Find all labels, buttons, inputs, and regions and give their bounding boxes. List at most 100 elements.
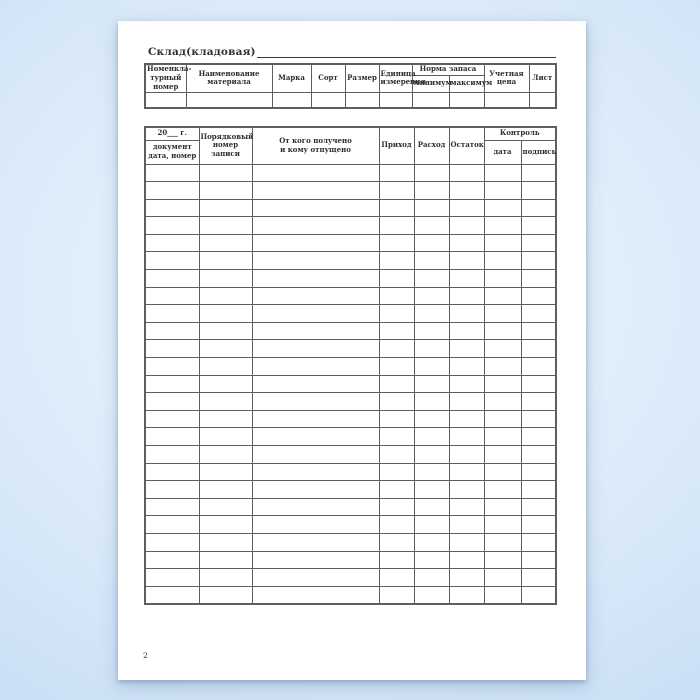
empty-form-cell (520, 497, 557, 517)
empty-form-cell (448, 304, 485, 323)
empty-form-cell (483, 392, 522, 411)
empty-form-cell (448, 339, 485, 359)
empty-form-cell (413, 304, 450, 323)
empty-form-cell (198, 321, 253, 341)
empty-form-cell (198, 515, 253, 534)
empty-form-cell (483, 409, 522, 429)
empty-form-cell (144, 286, 200, 306)
empty-form-row (144, 550, 557, 570)
header-counterparty: От кого получено и кому отпущено (251, 126, 380, 165)
empty-form-cell (520, 568, 557, 587)
empty-form-cell (483, 568, 522, 587)
empty-form-cell (251, 321, 380, 341)
empty-form-cell (413, 321, 450, 341)
empty-form-cell (448, 233, 485, 253)
empty-form-cell (251, 357, 380, 376)
empty-form-cell (144, 550, 200, 570)
empty-form-cell (251, 409, 380, 429)
empty-form-cell (448, 497, 485, 517)
empty-form-cell (378, 269, 415, 288)
empty-form-cell (483, 532, 522, 552)
empty-form-cell (520, 515, 557, 534)
form-title: Склад(кладовая) (148, 46, 256, 59)
empty-form-cell (251, 568, 380, 587)
empty-form-cell (520, 409, 557, 429)
empty-form-row (144, 198, 557, 218)
header-minimum: минимум (411, 74, 452, 93)
empty-form-cell (198, 374, 253, 394)
empty-form-row (144, 269, 557, 288)
empty-form-cell (378, 216, 415, 235)
empty-form-row (144, 357, 557, 376)
empty-form-cell (413, 181, 450, 200)
empty-form-row (144, 286, 557, 306)
empty-form-cell (448, 585, 485, 605)
empty-form-cell (520, 216, 557, 235)
empty-form-cell (251, 497, 380, 517)
empty-form-cell (413, 585, 450, 605)
empty-form-cell (413, 427, 450, 446)
title-fill-in-line (256, 57, 556, 58)
empty-form-cell (378, 480, 415, 499)
empty-form-cell (483, 427, 522, 446)
empty-form-row (144, 585, 557, 605)
empty-form-cell (411, 91, 450, 109)
empty-form-row (144, 374, 557, 394)
empty-form-cell (378, 286, 415, 306)
empty-form-cell (144, 181, 200, 200)
empty-form-cell (378, 91, 413, 109)
empty-form-cell (483, 585, 522, 605)
empty-form-cell (144, 91, 187, 109)
empty-form-cell (520, 198, 557, 218)
empty-form-row (144, 392, 557, 411)
empty-form-cell (144, 427, 200, 446)
empty-form-cell (413, 462, 450, 482)
empty-form-cell (198, 181, 253, 200)
empty-form-cell (378, 497, 415, 517)
empty-form-cell (483, 304, 522, 323)
empty-form-cell (198, 497, 253, 517)
empty-form-cell (271, 91, 312, 109)
empty-form-row (144, 251, 557, 271)
empty-form-cell (413, 286, 450, 306)
empty-form-cell (448, 374, 485, 394)
empty-form-cell (144, 321, 200, 341)
empty-form-cell (144, 445, 200, 464)
empty-form-cell (198, 462, 253, 482)
empty-form-cell (144, 233, 200, 253)
empty-form-row (144, 216, 557, 235)
empty-form-cell (448, 427, 485, 446)
empty-form-cell (448, 550, 485, 570)
empty-form-cell (378, 163, 415, 183)
empty-form-cell (520, 286, 557, 306)
empty-form-cell (378, 198, 415, 218)
empty-form-cell (483, 216, 522, 235)
empty-form-cell (251, 269, 380, 288)
header-accounting-price: Учетная цена (483, 63, 530, 93)
empty-form-cell (520, 304, 557, 323)
empty-form-cell (144, 339, 200, 359)
empty-form-cell (251, 163, 380, 183)
empty-form-cell (448, 515, 485, 534)
empty-form-cell (378, 304, 415, 323)
empty-form-row (144, 445, 557, 464)
empty-form-cell (483, 163, 522, 183)
empty-form-cell (378, 233, 415, 253)
empty-form-cell (144, 568, 200, 587)
empty-form-cell (520, 233, 557, 253)
empty-form-cell (378, 445, 415, 464)
empty-form-cell (251, 198, 380, 218)
empty-form-cell (520, 374, 557, 394)
empty-form-cell (413, 550, 450, 570)
empty-form-row (144, 181, 557, 200)
empty-form-cell (520, 163, 557, 183)
empty-form-cell (251, 550, 380, 570)
empty-form-row (144, 462, 557, 482)
empty-form-row (144, 91, 557, 109)
empty-form-cell (144, 515, 200, 534)
empty-form-cell (520, 462, 557, 482)
empty-form-cell (144, 198, 200, 218)
empty-form-cell (448, 480, 485, 499)
empty-form-cell (378, 550, 415, 570)
empty-form-cell (198, 304, 253, 323)
